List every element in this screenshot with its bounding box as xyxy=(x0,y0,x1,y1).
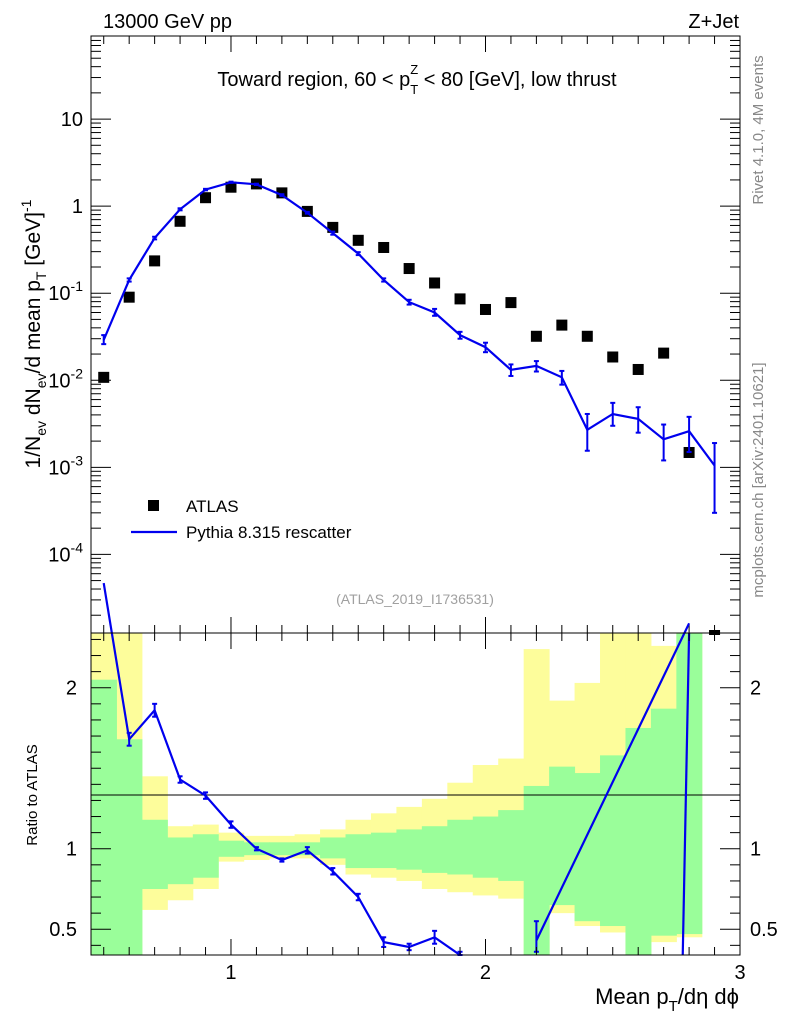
header-right: Z+Jet xyxy=(688,11,739,33)
ratio-tick-labels: 0.5 0.5 1 1 2 2 xyxy=(49,678,778,942)
ratio-data-layer xyxy=(102,582,691,956)
atlas-marker xyxy=(225,181,237,193)
ratio-band-inner xyxy=(472,816,499,878)
ratio-y-tick-label: 1 xyxy=(66,839,77,861)
header-left: 13000 GeV pp xyxy=(103,11,232,33)
atlas-marker xyxy=(429,277,441,289)
main-y-tick-label: 10-3 xyxy=(48,452,83,479)
atlas-marker xyxy=(352,234,364,246)
ratio-band-inner xyxy=(625,727,652,955)
ratio-band-inner xyxy=(218,840,245,857)
atlas-marker xyxy=(581,330,593,342)
atlas-marker xyxy=(454,293,466,305)
svg-text:Ratio to ATLAS: Ratio to ATLAS xyxy=(24,744,41,845)
main-axis-ticks xyxy=(91,35,740,633)
legend: ATLAS Pythia 8.315 rescatter xyxy=(131,497,352,542)
ratio-band-inner xyxy=(167,837,194,885)
atlas-marker xyxy=(530,330,542,342)
atlas-marker xyxy=(658,347,670,359)
main-data-layer xyxy=(98,178,721,635)
ratio-bands xyxy=(91,633,703,955)
ratio-band-inner xyxy=(574,773,601,922)
ratio-y-tick-label-right: 2 xyxy=(750,678,761,700)
side-label-rivet: Rivet 4.1.0, 4M events xyxy=(750,55,767,204)
x-tick-label: 1 xyxy=(225,962,236,984)
ratio-band-inner xyxy=(345,834,372,869)
legend-label-atlas: ATLAS xyxy=(186,497,239,516)
ratio-band-inner xyxy=(447,819,474,875)
x-axis-label: Mean pT/dη dϕ xyxy=(595,984,739,1015)
x-tick-labels: 1 2 3 xyxy=(225,962,745,984)
ratio-y-axis-label: Ratio to ATLAS xyxy=(24,744,41,845)
main-y-axis-label: 1/Nev dNev/d mean pT [GeV]-1 xyxy=(18,199,49,468)
chart-title: Toward region, 60 < pTZ < 80 [GeV], low … xyxy=(217,62,617,97)
ratio-y-tick-label-right: 1 xyxy=(750,839,761,861)
atlas-marker xyxy=(479,303,491,315)
ratio-band-inner xyxy=(192,834,219,878)
atlas-marker xyxy=(556,319,568,331)
x-tick-label: 3 xyxy=(734,962,745,984)
analysis-id: (ATLAS_2019_I1736531) xyxy=(336,591,494,607)
ratio-line xyxy=(681,632,691,956)
ratio-y-tick-label: 0.5 xyxy=(49,919,77,941)
ratio-band-inner xyxy=(396,829,423,870)
atlas-marker xyxy=(174,215,186,227)
main-y-tick-label: 10 xyxy=(61,109,83,131)
main-y-tick-label: 10-2 xyxy=(48,365,83,392)
atlas-marker xyxy=(149,255,161,267)
legend-marker-atlas xyxy=(148,500,159,511)
main-y-tick-labels: 10 1 10-1 10-2 10-3 10-4 xyxy=(48,109,83,566)
main-y-tick-label: 1 xyxy=(72,196,83,218)
ratio-band-inner xyxy=(549,766,576,906)
atlas-marker xyxy=(632,363,644,375)
main-y-tick-label: 10-1 xyxy=(48,278,83,305)
atlas-marker xyxy=(200,192,212,204)
pythia-line xyxy=(102,181,716,467)
legend-label-pythia: Pythia 8.315 rescatter xyxy=(186,523,352,542)
ratio-band-inner xyxy=(116,739,143,955)
ratio-frame xyxy=(90,632,741,956)
atlas-marker xyxy=(505,297,517,309)
atlas-marker xyxy=(123,291,135,303)
ratio-y-tick-label-right: 0.5 xyxy=(750,919,778,941)
atlas-marker xyxy=(98,371,110,383)
atlas-marker xyxy=(276,187,288,199)
svg-text:1/Nev dNev/d mean pT [GeV]-1: 1/Nev dNev/d mean pT [GeV]-1 xyxy=(18,199,49,468)
side-label-mcplots: mcplots.cern.ch [arXiv:2401.10621] xyxy=(750,362,767,597)
ratio-band-inner xyxy=(320,837,347,859)
atlas-marker xyxy=(327,221,339,233)
ratio-band-inner xyxy=(91,679,117,955)
ratio-axis-ticks xyxy=(91,633,740,955)
ratio-band-inner xyxy=(141,819,168,889)
ratio-band-inner xyxy=(269,842,296,856)
atlas-marker xyxy=(378,241,390,253)
ratio-band-inner xyxy=(650,708,677,936)
x-tick-label: 2 xyxy=(480,962,491,984)
atlas-marker xyxy=(403,263,415,275)
ratio-band-inner xyxy=(370,832,397,869)
ratio-band-inner xyxy=(498,810,525,881)
ratio-band-inner xyxy=(676,633,703,935)
main-frame xyxy=(90,35,741,634)
atlas-marker xyxy=(607,351,619,363)
ratio-line xyxy=(535,622,691,941)
ratio-band-inner xyxy=(421,826,448,873)
ratio-y-tick-label: 2 xyxy=(66,678,77,700)
main-y-tick-label: 10-4 xyxy=(48,539,83,566)
